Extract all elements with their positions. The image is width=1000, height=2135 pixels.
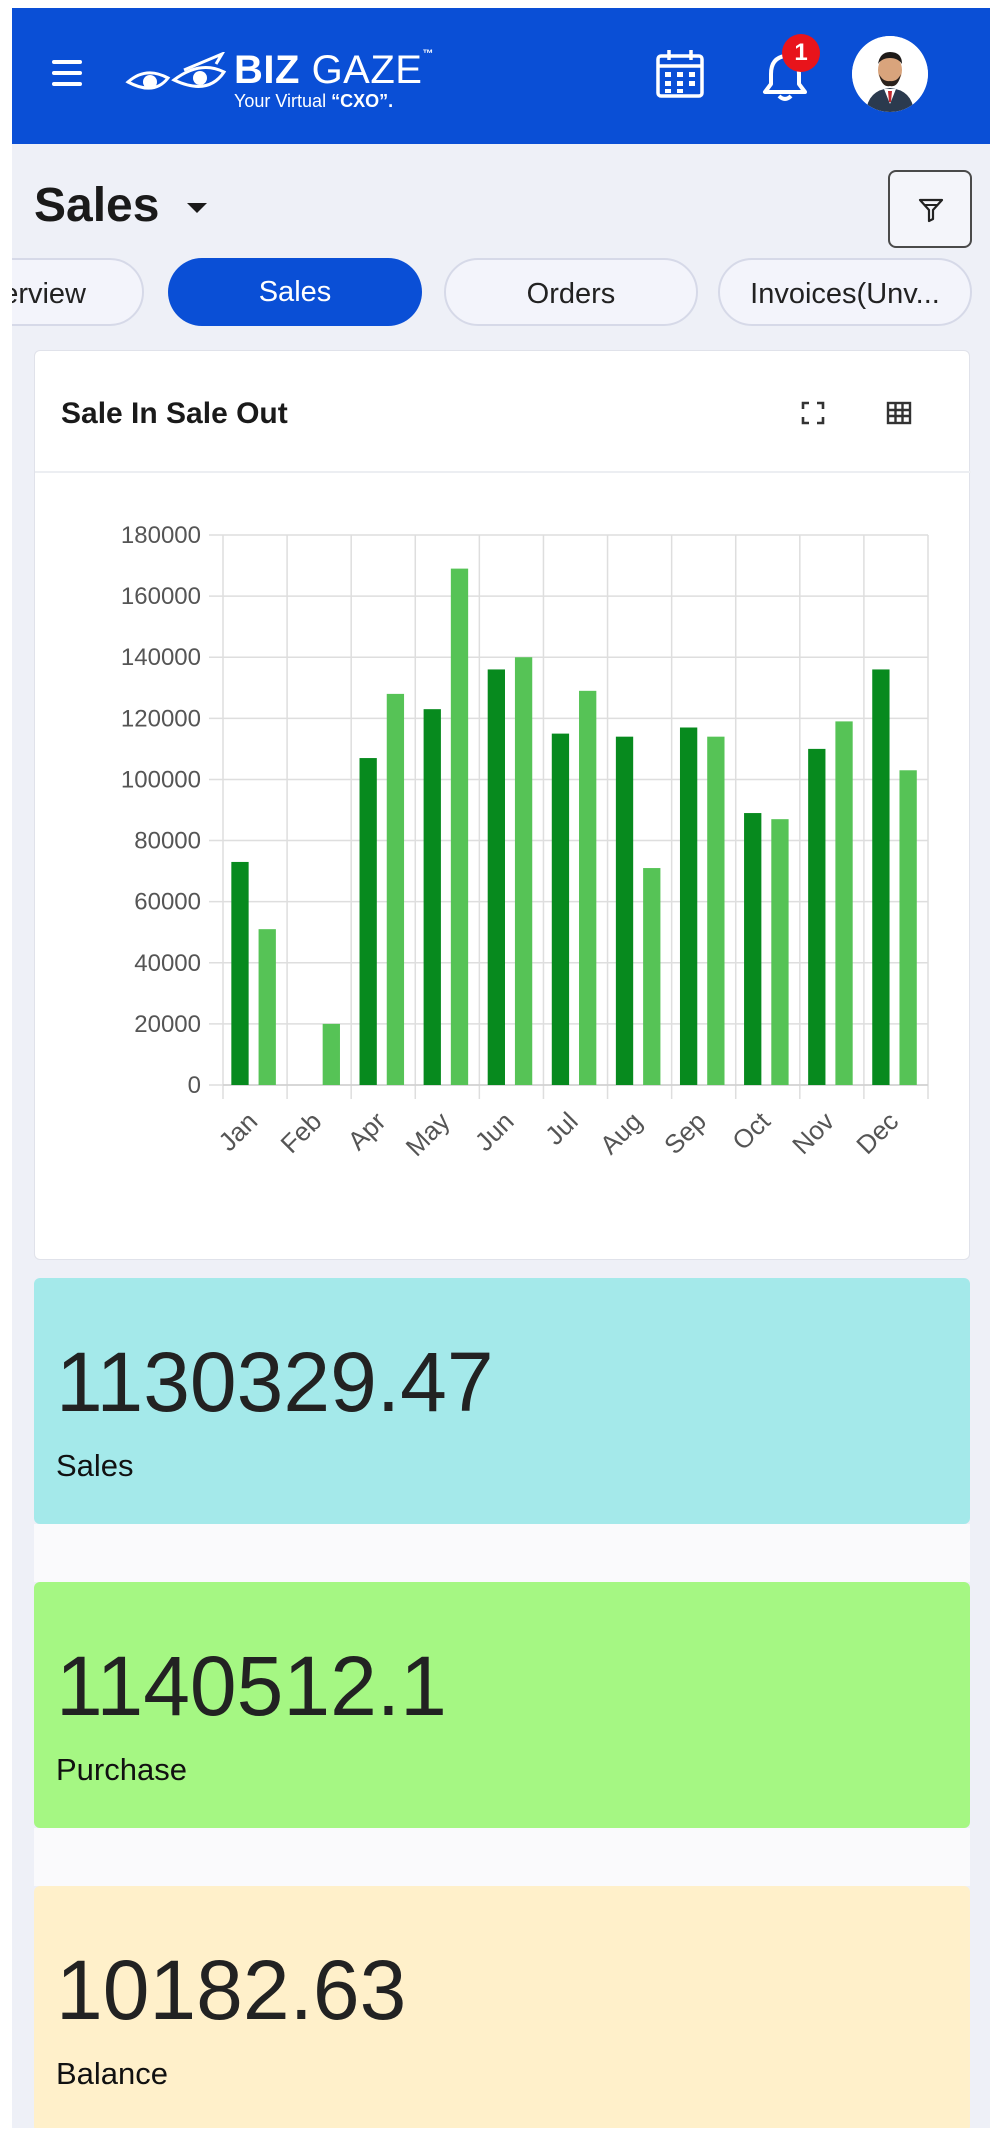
- bar: [615, 736, 634, 1085]
- x-tick-label: Sep: [658, 1106, 712, 1160]
- tab-invoices[interactable]: Invoices(Unv...: [718, 258, 972, 326]
- tab-orders[interactable]: Orders: [444, 258, 698, 326]
- table-icon[interactable]: [881, 395, 917, 431]
- bar: [744, 813, 762, 1085]
- y-tick-label: 160000: [121, 583, 201, 610]
- purchase-stat-card[interactable]: 1140512.1 Purchase: [34, 1582, 970, 1828]
- y-tick-label: 100000: [121, 766, 201, 793]
- chart-card-header: Sale In Sale Out: [35, 351, 971, 473]
- y-tick-label: 20000: [134, 1011, 201, 1038]
- bar: [487, 669, 505, 1085]
- balance-stat-card[interactable]: 10182.63 Balance: [34, 1886, 970, 2128]
- bar: [322, 1023, 340, 1085]
- app-frame: BIZ GAZE™ Your Virtual “CXO”.: [12, 8, 990, 2128]
- brand-wordmark: BIZ GAZE™ Your Virtual “CXO”.: [234, 48, 434, 111]
- bar: [808, 748, 826, 1085]
- filter-icon: [918, 198, 944, 223]
- bar: [514, 657, 533, 1085]
- x-tick-label: May: [400, 1106, 456, 1162]
- bar: [231, 861, 249, 1085]
- chart-card: Sale In Sale Out 0 20000 40000 60000 80000 10…: [34, 350, 971, 1260]
- y-tick-label: 0: [188, 1072, 201, 1099]
- bar-chart: 0 20000 40000 60000 80000 100000 120000 140000 1…: [121, 522, 929, 1162]
- y-tick-label: 120000: [121, 705, 201, 732]
- sales-stat-card[interactable]: 1130329.47 Sales: [34, 1278, 970, 1524]
- balance-value: 10182.63: [56, 1943, 407, 2037]
- bar: [899, 770, 917, 1085]
- y-tick-label: 140000: [121, 644, 201, 671]
- tab-sales[interactable]: Sales: [168, 258, 422, 326]
- menu-icon[interactable]: [52, 60, 84, 88]
- x-tick-label: Jun: [469, 1106, 520, 1157]
- bar: [450, 568, 469, 1085]
- sales-value: 1130329.47: [56, 1335, 494, 1429]
- bar: [386, 693, 405, 1085]
- x-tick-label: Oct: [726, 1105, 776, 1155]
- logo-eyes-icon: [125, 52, 227, 90]
- x-tick-label: Apr: [342, 1106, 392, 1156]
- bar: [359, 758, 377, 1085]
- x-tick-label: Nov: [786, 1106, 840, 1160]
- bar: [707, 736, 725, 1085]
- filter-button[interactable]: [888, 170, 972, 248]
- page-title[interactable]: Sales: [34, 179, 160, 232]
- notification-badge: 1: [782, 34, 820, 72]
- bar: [551, 733, 570, 1085]
- brand-logo[interactable]: BIZ GAZE™ Your Virtual “CXO”.: [124, 38, 454, 122]
- x-tick-label: Jul: [539, 1106, 584, 1151]
- top-navigation-bar: BIZ GAZE™ Your Virtual “CXO”.: [12, 8, 990, 144]
- y-tick-label: 180000: [121, 522, 201, 549]
- purchase-label: Purchase: [56, 1752, 187, 1787]
- y-tick-label: 80000: [134, 828, 201, 855]
- caret-down-icon[interactable]: [187, 203, 207, 213]
- x-tick-label: Aug: [594, 1106, 648, 1160]
- y-tick-label: 60000: [134, 889, 201, 916]
- bar: [835, 721, 853, 1085]
- bar: [643, 868, 661, 1085]
- balance-label: Balance: [56, 2056, 169, 2091]
- avatar[interactable]: [852, 36, 928, 112]
- bar: [872, 669, 890, 1085]
- bar: [258, 929, 276, 1085]
- tab-overview[interactable]: Overview: [12, 258, 144, 326]
- bar: [579, 690, 597, 1085]
- bar: [679, 727, 698, 1085]
- dashboard-tabs: Overview Sales Orders Invoices(Unv...: [12, 258, 990, 330]
- x-tick-label: Dec: [850, 1106, 904, 1160]
- bar: [423, 709, 441, 1085]
- x-tick-label: Jan: [212, 1106, 263, 1157]
- sales-label: Sales: [56, 1448, 134, 1483]
- card-spacer: [34, 1828, 970, 1886]
- y-tick-label: 40000: [134, 950, 201, 977]
- bar: [771, 819, 789, 1085]
- expand-icon[interactable]: [795, 395, 831, 431]
- card-spacer: [34, 1524, 970, 1582]
- calendar-icon[interactable]: [655, 48, 705, 100]
- x-tick-label: Feb: [274, 1106, 327, 1159]
- purchase-value: 1140512.1: [56, 1639, 447, 1733]
- chart-title: Sale In Sale Out: [61, 397, 288, 430]
